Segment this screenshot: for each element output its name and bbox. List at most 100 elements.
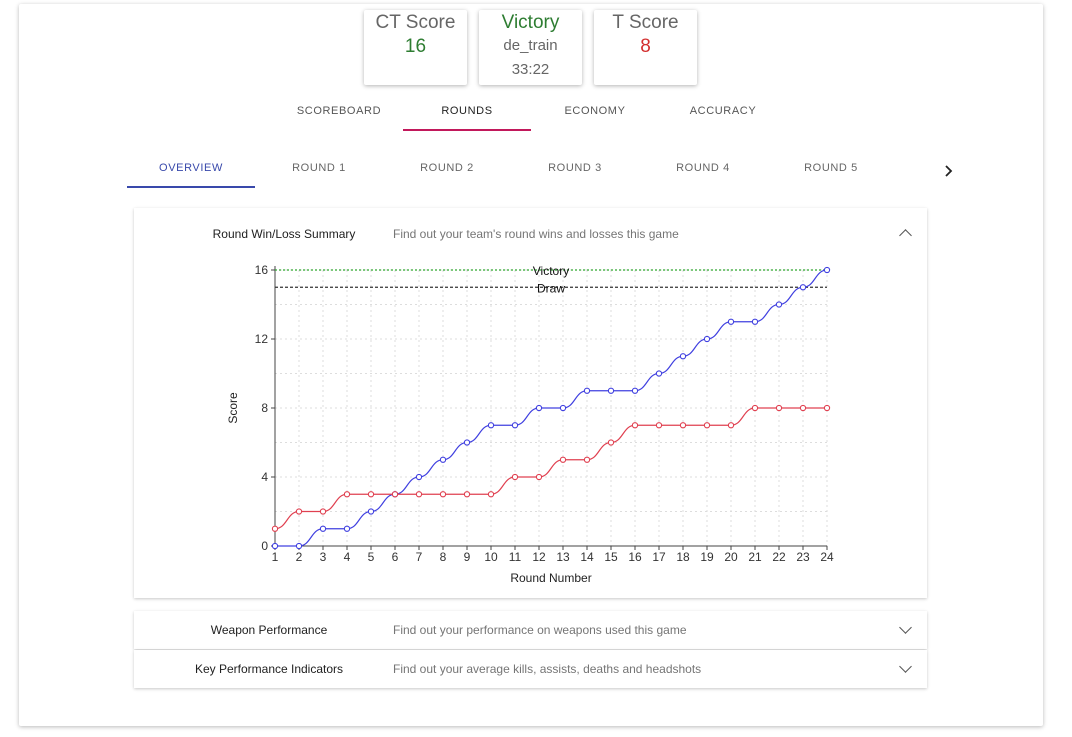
y-tick-label: 12 xyxy=(255,332,269,346)
chevron-down-icon xyxy=(899,660,912,673)
x-tick-label: 2 xyxy=(296,550,303,564)
subtab-overview-label: OVERVIEW xyxy=(159,162,223,174)
data-point xyxy=(679,422,687,429)
tab-accuracy[interactable]: ACCURACY xyxy=(659,105,787,117)
data-point xyxy=(823,404,831,412)
x-tick-label: 14 xyxy=(580,550,594,564)
x-tick-label: 4 xyxy=(344,550,351,564)
data-point xyxy=(535,404,543,412)
x-tick-label: 7 xyxy=(416,550,423,564)
t-score-value: 8 xyxy=(640,36,651,57)
series-line xyxy=(274,269,828,547)
data-point xyxy=(751,318,759,325)
panel-title: Weapon Performance xyxy=(210,623,328,637)
subtab-overview[interactable]: OVERVIEW xyxy=(127,162,255,174)
data-point xyxy=(295,542,303,550)
data-point xyxy=(727,318,735,325)
x-axis-label: Round Number xyxy=(510,571,591,585)
x-tick-label: 15 xyxy=(604,550,618,564)
x-tick-label: 11 xyxy=(509,550,522,564)
tab-rounds[interactable]: ROUNDS xyxy=(403,105,531,117)
x-tick-label: 1 xyxy=(272,550,279,564)
x-tick-label: 24 xyxy=(820,550,834,564)
kpi-panel[interactable]: Key Performance Indicators Find out your… xyxy=(134,650,927,688)
subtab-round-4[interactable]: ROUND 4 xyxy=(639,162,767,174)
result-label: Victory xyxy=(501,12,560,33)
active-subtab-indicator xyxy=(127,186,255,188)
data-point xyxy=(511,422,519,429)
data-point xyxy=(343,491,351,498)
result-card: Victory de_train 33:22 xyxy=(479,10,582,85)
data-point xyxy=(799,404,807,412)
tab-economy-label: ECONOMY xyxy=(564,105,626,117)
tab-rounds-label: ROUNDS xyxy=(441,105,493,117)
data-point xyxy=(655,422,663,429)
tab-accuracy-label: ACCURACY xyxy=(689,105,757,117)
data-point xyxy=(367,508,375,515)
subtab-round-5[interactable]: ROUND 5 xyxy=(767,162,895,174)
data-point xyxy=(703,422,711,429)
x-tick-label: 3 xyxy=(320,550,327,564)
data-point xyxy=(679,353,687,360)
data-point xyxy=(727,422,735,429)
x-tick-label: 22 xyxy=(772,550,786,564)
x-tick-label: 10 xyxy=(484,550,498,564)
match-duration: 33:22 xyxy=(511,61,550,78)
panel-description: Find out your performance on weapons use… xyxy=(393,623,687,637)
data-point xyxy=(391,491,399,498)
data-point xyxy=(271,542,279,550)
ct-score-card: CT Score 16 xyxy=(364,10,467,85)
subtab-round-3-label: ROUND 3 xyxy=(548,162,602,174)
data-point xyxy=(655,370,663,377)
y-tick-label: 16 xyxy=(255,263,269,277)
map-name: de_train xyxy=(503,37,558,54)
round-score-chart: 1 2 3 4 5 6 7 8 9 10 11 12 13 14 15 16 17 18 19 20 21 22 23 240… xyxy=(226,263,834,585)
data-point xyxy=(367,491,375,498)
annotation-label: Draw xyxy=(537,281,565,295)
panel-title: Key Performance Indicators xyxy=(194,662,344,676)
panel-title: Round Win/Loss Summary xyxy=(212,227,356,241)
data-point xyxy=(439,491,447,498)
y-axis-label: Score xyxy=(226,392,240,424)
active-tab-indicator xyxy=(403,129,531,131)
data-point xyxy=(799,284,807,291)
data-point xyxy=(463,491,471,498)
data-point xyxy=(463,439,471,446)
data-point xyxy=(487,422,495,429)
x-tick-label: 12 xyxy=(532,550,546,564)
data-point xyxy=(319,508,327,515)
x-tick-label: 17 xyxy=(652,550,666,564)
subtab-round-3[interactable]: ROUND 3 xyxy=(511,162,639,174)
x-tick-label: 6 xyxy=(392,550,399,564)
round-summary-header[interactable]: Round Win/Loss Summary Find out your tea… xyxy=(134,208,927,256)
data-point xyxy=(775,301,783,308)
x-tick-label: 21 xyxy=(748,550,762,564)
ct-score-label: CT Score xyxy=(375,12,456,33)
tab-scoreboard[interactable]: SCOREBOARD xyxy=(275,105,403,117)
subtab-round-2[interactable]: ROUND 2 xyxy=(383,162,511,174)
tab-scoreboard-label: SCOREBOARD xyxy=(296,105,382,117)
tab-economy[interactable]: ECONOMY xyxy=(531,105,659,117)
scroll-tabs-right-button[interactable] xyxy=(938,162,958,180)
weapon-performance-panel[interactable]: Weapon Performance Find out your perform… xyxy=(134,611,927,649)
data-point xyxy=(415,473,423,481)
x-tick-label: 13 xyxy=(556,550,570,564)
y-tick-label: 0 xyxy=(261,539,268,553)
data-point xyxy=(487,491,495,498)
y-tick-label: 4 xyxy=(261,470,268,484)
panel-description: Find out your average kills, assists, de… xyxy=(393,662,702,676)
data-point xyxy=(703,335,711,343)
data-point xyxy=(823,266,831,274)
data-point xyxy=(319,525,327,532)
subtab-round-1[interactable]: ROUND 1 xyxy=(255,162,383,174)
data-point xyxy=(631,422,639,429)
annotation-label: Victory xyxy=(533,264,569,278)
x-tick-label: 16 xyxy=(628,550,642,564)
x-tick-label: 20 xyxy=(724,550,738,564)
data-point xyxy=(583,387,591,394)
data-point xyxy=(415,491,423,498)
x-tick-label: 23 xyxy=(796,550,810,564)
subtab-round-1-label: ROUND 1 xyxy=(292,162,346,174)
data-point xyxy=(775,404,783,412)
chevron-right-icon xyxy=(945,165,953,177)
